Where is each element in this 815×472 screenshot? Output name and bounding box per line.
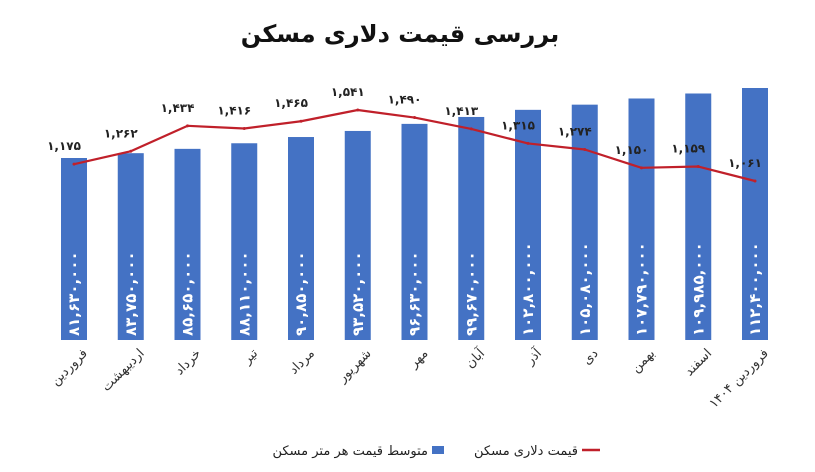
bar-value-label: ۸۳,۷۵۰,۰۰۰ <box>122 251 140 336</box>
line-value-label: ۱,۴۹۰ <box>388 93 422 107</box>
category-label: بهمن <box>629 346 659 376</box>
bar-value-label: ۸۸,۱۱۰,۰۰۰ <box>235 251 253 336</box>
category-label: مهر <box>406 346 432 372</box>
bar <box>117 153 144 340</box>
bar-value-label: ۹۹,۶۷۰,۰۰۰ <box>462 251 480 336</box>
bar <box>571 104 598 340</box>
bar <box>458 116 485 341</box>
legend-bar-label: متوسط قیمت هر متر مسکن <box>272 444 428 459</box>
category-label: فروردین ۱۴۰۴ <box>707 346 772 411</box>
bar-value-label: ۱۰۲,۸۰۰,۰۰۰ <box>519 242 537 336</box>
line-value-label: ۱,۱۵۹ <box>671 142 706 156</box>
bar <box>231 143 258 340</box>
line-point <box>72 162 76 166</box>
line-point <box>640 166 643 170</box>
line-point <box>356 108 360 112</box>
line-value-label: ۱,۴۳۴ <box>161 101 195 115</box>
line-point <box>469 127 473 131</box>
bar-value-label: ۸۵,۶۵۰,۰۰۰ <box>179 251 197 336</box>
line-value-label: ۱,۰۶۱ <box>728 156 762 170</box>
line-point <box>186 124 189 128</box>
line-value-label: ۱,۵۴۱ <box>331 85 365 99</box>
line-value-label: ۱,۴۱۳ <box>444 104 479 118</box>
line-point <box>129 149 133 153</box>
chart-title: بررسی قیمت دلاری مسکن <box>241 20 560 48</box>
bar-value-label: ۹۰,۸۵۰,۰۰۰ <box>292 251 310 336</box>
bar <box>742 88 768 340</box>
bar <box>401 123 428 340</box>
bar <box>61 158 87 340</box>
bar <box>515 109 541 341</box>
line-point <box>413 116 416 120</box>
category-label: دی <box>580 346 602 368</box>
line-value-label: ۱,۱۵۰ <box>615 143 649 157</box>
category-label: آبان <box>461 344 489 372</box>
line-value-label: ۱,۱۷۵ <box>47 139 81 153</box>
line-value-label: ۱,۲۶۲ <box>104 126 139 140</box>
category-label: اردیبهشت <box>99 346 147 394</box>
bar <box>288 137 314 340</box>
category-axis: فروردین اردیبهشت خرداد تیر مرداد شهریور مهر آبا… <box>48 344 772 412</box>
bar-value-label: ۱۰۵,۰۸۰,۰۰۰ <box>576 242 594 336</box>
line-value-label: ۱,۳۱۵ <box>501 118 535 132</box>
line-point <box>753 179 757 183</box>
bar-series: ۸۱,۶۳۰,۰۰۰ ۸۳,۷۵۰,۰۰۰ ۸۵,۶۵۰,۰۰۰ ۸۸,۱۱۰,۰۰۰… <box>61 88 768 341</box>
category-label: شهریور <box>335 346 375 386</box>
category-label: خرداد <box>172 346 204 378</box>
bar-value-label: ۸۱,۶۳۰,۰۰۰ <box>65 251 83 336</box>
bar-value-label: ۹۳,۵۲۰,۰۰۰ <box>349 251 367 336</box>
category-label: اسفند <box>682 346 715 379</box>
bar-value-label: ۹۶,۶۳۰,۰۰۰ <box>406 251 424 336</box>
bar-value-label: ۱۱۲,۴۰۰,۰۰۰ <box>746 242 764 336</box>
category-label: مرداد <box>286 346 317 377</box>
category-label: فروردین <box>48 346 91 389</box>
line-point <box>526 141 530 145</box>
line-point <box>583 147 587 151</box>
legend: متوسط قیمت هر متر مسکن قیمت دلاری مسکن <box>272 444 600 459</box>
line-series: ۱,۱۷۵ ۱,۲۶۲ ۱,۴۳۴ ۱,۴۱۶ ۱,۴۶۵ ۱,۵۴۱ ۱,۴۹۰ ۱,۴۱۳… <box>47 85 762 183</box>
legend-line-label: قیمت دلاری مسکن <box>474 444 578 459</box>
category-label: آذر <box>521 344 546 369</box>
category-label: تیر <box>239 346 261 368</box>
bar <box>685 93 712 340</box>
line-value-label: ۱,۴۱۶ <box>217 103 251 117</box>
bar <box>174 148 201 340</box>
bar <box>628 98 655 340</box>
line-value-label: ۱,۴۶۵ <box>274 96 308 110</box>
line-point <box>299 119 303 123</box>
line-point <box>242 126 246 130</box>
bar <box>344 130 371 340</box>
bar-value-label: ۱۰۹,۹۸۵,۰۰۰ <box>689 242 707 336</box>
bar-value-label: ۱۰۷,۷۹۰,۰۰۰ <box>633 242 651 336</box>
legend-bar-swatch <box>432 446 444 454</box>
line-value-label: ۱,۲۷۴ <box>558 124 592 138</box>
line-point <box>696 165 700 169</box>
